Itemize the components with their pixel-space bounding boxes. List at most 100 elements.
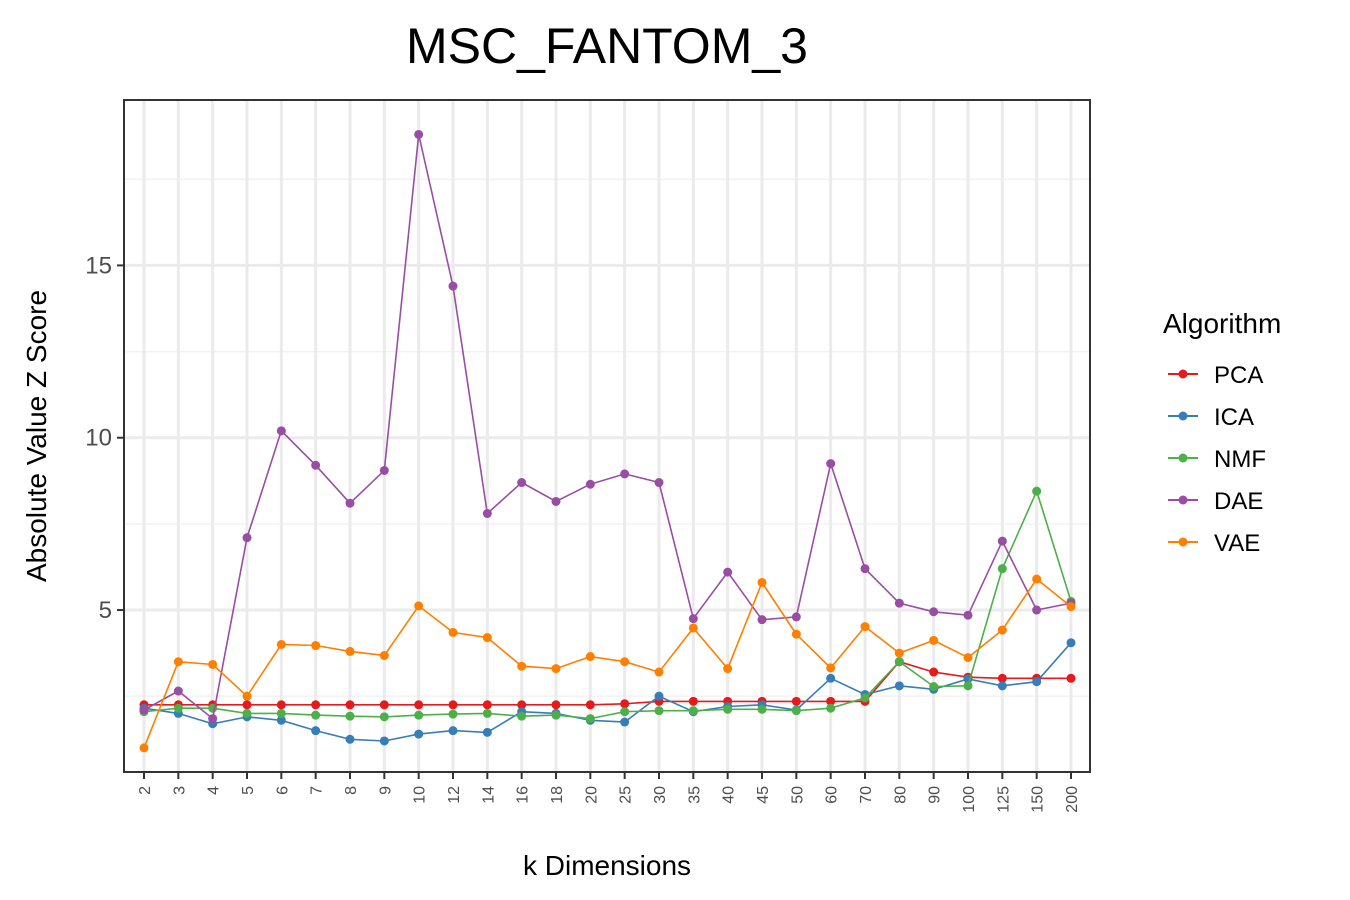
point-vae-9 — [379, 651, 389, 661]
point-nmf-8 — [345, 711, 355, 721]
point-pca-7 — [311, 700, 321, 710]
point-dae-80 — [894, 598, 904, 608]
series-line-ica — [143, 642, 1072, 742]
point-vae-150 — [1032, 574, 1042, 584]
x-tick-label-30: 30 — [652, 786, 669, 804]
series-line-dae — [143, 134, 1072, 721]
point-nmf-6 — [276, 708, 286, 718]
x-tick-label-5: 5 — [240, 786, 257, 795]
series-dae — [139, 129, 1076, 724]
x-tick-label-2: 2 — [137, 786, 154, 795]
point-dae-40 — [723, 567, 733, 577]
point-ica-25 — [620, 717, 630, 727]
legend: Algorithm PCA ICA NMF DAE VAE — [1163, 308, 1281, 557]
point-pca-50 — [791, 696, 801, 706]
legend-label-pca: PCA — [1214, 362, 1263, 389]
legend-key-point-nmf — [1178, 453, 1188, 463]
y-axis-title: Absolute Value Z Score — [21, 290, 52, 582]
point-pca-90 — [929, 667, 939, 677]
series-line-vae — [143, 577, 1072, 749]
point-pca-6 — [276, 700, 286, 710]
series-vae — [139, 574, 1076, 753]
legend-key-point-dae — [1178, 495, 1188, 505]
point-dae-125 — [997, 536, 1007, 546]
x-tick-label-6: 6 — [274, 786, 291, 795]
series-line-nmf — [143, 488, 1072, 720]
point-dae-18 — [551, 496, 561, 506]
point-dae-20 — [585, 479, 595, 489]
point-vae-45 — [757, 577, 767, 587]
point-nmf-50 — [791, 706, 801, 716]
point-dae-90 — [929, 607, 939, 617]
point-vae-90 — [929, 635, 939, 645]
point-pca-18 — [551, 700, 561, 710]
legend-title: Algorithm — [1163, 308, 1281, 339]
point-nmf-16 — [517, 711, 527, 721]
grid — [124, 100, 1090, 772]
point-vae-60 — [826, 663, 836, 673]
x-tick-label-45: 45 — [755, 786, 772, 804]
point-vae-10 — [414, 601, 424, 611]
point-ica-14 — [482, 727, 492, 737]
x-tick-label-200: 200 — [1064, 786, 1081, 813]
point-dae-30 — [654, 478, 664, 488]
x-tick-label-10: 10 — [412, 786, 429, 804]
x-tick-label-25: 25 — [618, 786, 635, 804]
point-ica-30 — [654, 691, 664, 701]
point-ica-6 — [276, 715, 286, 725]
point-ica-10 — [414, 729, 424, 739]
point-dae-45 — [757, 615, 767, 625]
x-tick-label-80: 80 — [892, 786, 909, 804]
point-vae-125 — [997, 625, 1007, 635]
point-dae-6 — [276, 426, 286, 436]
legend-label-dae: DAE — [1214, 488, 1263, 515]
x-tick-label-40: 40 — [721, 786, 738, 804]
point-ica-9 — [379, 736, 389, 746]
point-dae-4 — [208, 714, 218, 724]
x-tick-label-12: 12 — [446, 786, 463, 804]
point-nmf-40 — [723, 704, 733, 714]
x-tick-label-20: 20 — [583, 786, 600, 804]
point-nmf-125 — [997, 564, 1007, 574]
point-pca-14 — [482, 700, 492, 710]
x-tick-label-14: 14 — [480, 786, 497, 804]
point-nmf-3 — [173, 703, 183, 713]
x-tick-label-35: 35 — [686, 786, 703, 804]
legend-key-point-vae — [1178, 537, 1188, 547]
point-pca-8 — [345, 700, 355, 710]
point-dae-10 — [414, 129, 424, 139]
x-tick-label-70: 70 — [858, 786, 875, 804]
point-vae-18 — [551, 664, 561, 674]
point-vae-4 — [208, 659, 218, 669]
point-nmf-25 — [620, 707, 630, 717]
point-vae-100 — [963, 653, 973, 663]
point-pca-125 — [997, 673, 1007, 683]
point-vae-80 — [894, 648, 904, 658]
point-vae-35 — [688, 623, 698, 633]
point-nmf-80 — [894, 657, 904, 667]
point-pca-12 — [448, 700, 458, 710]
point-vae-16 — [517, 661, 527, 671]
legend-label-vae: VAE — [1214, 530, 1260, 557]
point-pca-25 — [620, 699, 630, 709]
series-layer — [139, 129, 1076, 753]
point-nmf-150 — [1032, 486, 1042, 496]
legend-key-point-pca — [1178, 369, 1188, 379]
point-vae-3 — [173, 657, 183, 667]
point-nmf-60 — [826, 703, 836, 713]
x-tick-label-50: 50 — [789, 786, 806, 804]
x-tick-label-125: 125 — [995, 786, 1012, 813]
point-nmf-35 — [688, 706, 698, 716]
series-line-pca — [144, 660, 1071, 706]
point-vae-8 — [345, 646, 355, 656]
point-vae-5 — [242, 691, 252, 701]
point-dae-100 — [963, 610, 973, 620]
x-tick-label-16: 16 — [515, 786, 532, 804]
point-ica-7 — [311, 726, 321, 736]
y-tick-label-5: 5 — [99, 597, 112, 624]
x-tick-label-4: 4 — [206, 786, 223, 795]
point-vae-6 — [276, 639, 286, 649]
point-pca-9 — [379, 700, 389, 710]
point-nmf-5 — [242, 708, 252, 718]
